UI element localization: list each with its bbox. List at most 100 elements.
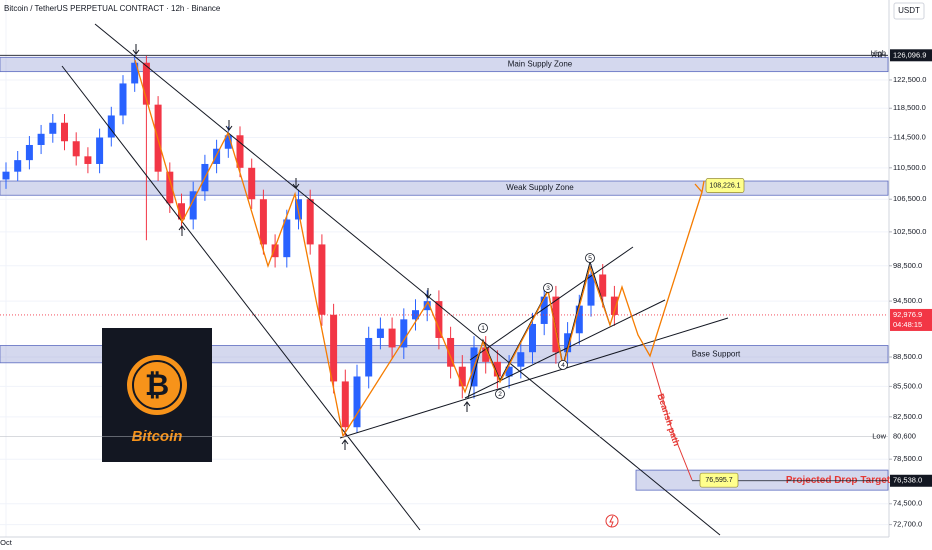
y-tick-label: 110,500.0 [893,163,926,172]
y-tick-label: 74,500.0 [893,499,922,508]
candle-body [610,296,618,315]
y-tick-label: 102,500.0 [893,227,926,236]
candle-body [37,133,45,145]
logo-symbol: ₿ [145,369,169,402]
y-tick-label: 114,500.0 [893,132,926,141]
candle-body [178,203,185,220]
candle-body [435,301,443,338]
wave-label: 2 [498,391,502,398]
wave-label: 5 [588,255,592,262]
logo-coin [127,355,187,415]
candle-body [552,296,560,353]
arrow-down [132,44,140,55]
candle-body [84,156,92,164]
candle-body [493,361,501,377]
candle-body [142,62,150,105]
candle-body [131,62,139,84]
icon-ring [605,514,619,528]
currency-box [893,2,925,20]
low-label: 80,600 [893,432,916,441]
projection-line [134,59,703,438]
zone [0,180,889,196]
price-axis [889,0,932,550]
support-trend-line [339,317,729,439]
overlay: 122,500.0 118,500.0 114,500.0 110,500.0 106,… [0,49,932,547]
y-tick-label: 78,500.0 [893,454,922,463]
arrow-up [341,439,349,450]
candle-body [376,328,384,338]
wave-circle [585,253,595,263]
wave-circle [543,283,553,293]
candle-body [505,366,513,377]
logo-ring [132,360,182,410]
callout-label: 76,595.7 [705,477,732,484]
high-tag: High [871,49,886,58]
y-tick-label: 94,500.0 [893,296,922,305]
candle-body [564,333,572,353]
logo: ₿ Bitcoin [102,328,212,462]
currency: USDT [898,6,920,15]
candle-body [72,141,80,157]
y-tick-label: 118,500.0 [893,103,926,112]
zone [0,345,889,364]
callout-label: 108,226.1 [709,182,740,189]
candle-body [49,122,57,134]
candle-body [61,122,68,142]
arrow-down [292,178,300,189]
candle-body [14,160,22,172]
countdown: 04:48:15 [893,320,922,329]
candle-body [271,244,279,258]
upper-channel-line [94,23,721,536]
arrow-down [424,288,432,299]
candle-body [189,191,197,220]
arrow-down [225,120,233,131]
arrow-up [178,225,186,236]
candle-body [423,301,431,311]
zone [635,469,889,491]
bearish-line [651,361,693,481]
callout-box [699,472,739,488]
zone-label: Base Support [692,349,741,358]
candle-body [330,314,338,382]
candle-body [224,135,232,149]
icon-bolt [609,515,614,528]
candle-body [400,319,408,348]
candle-body [540,296,548,324]
projection-paths [134,59,705,438]
y-tick-label: 106,500.0 [893,194,926,203]
candle-body [412,310,419,320]
wave-label: 1 [481,325,485,332]
candle-body [587,274,595,306]
y-tick-label: 122,500.0 [893,75,926,84]
target-badge [890,474,932,487]
wedge-upper-line [469,246,634,361]
candle-body [2,171,10,180]
candle-body [25,144,33,161]
candle-body [341,381,349,428]
chart-title: Bitcoin / TetherUS PERPETUAL CONTRACT · … [4,4,221,13]
projection-arrow [694,180,705,194]
candle-body [248,167,256,200]
zone [0,56,889,73]
y-tick-label: 88,500.0 [893,352,922,361]
x-tick-label: Oct [0,538,13,547]
candle-body [259,199,267,245]
zones [0,56,889,491]
low-tag: Low [872,432,886,441]
wave-circle [478,323,488,333]
zone-label: Weak Supply Zone [506,183,574,192]
last-price-badge [890,308,932,331]
candle-body [107,115,115,138]
callout-box [705,178,745,193]
candle-body [458,366,466,387]
zone-label: Projected Drop Target [786,475,891,486]
lower-channel-line [61,65,421,531]
candle-body [318,244,326,315]
candle-body [517,352,525,367]
wave-label: 3 [546,285,550,292]
candle-body [447,337,455,367]
candle-body [388,328,396,348]
candle-body [365,337,373,377]
candle-body [166,171,174,204]
y-tick-label: 72,700.0 [893,520,922,529]
